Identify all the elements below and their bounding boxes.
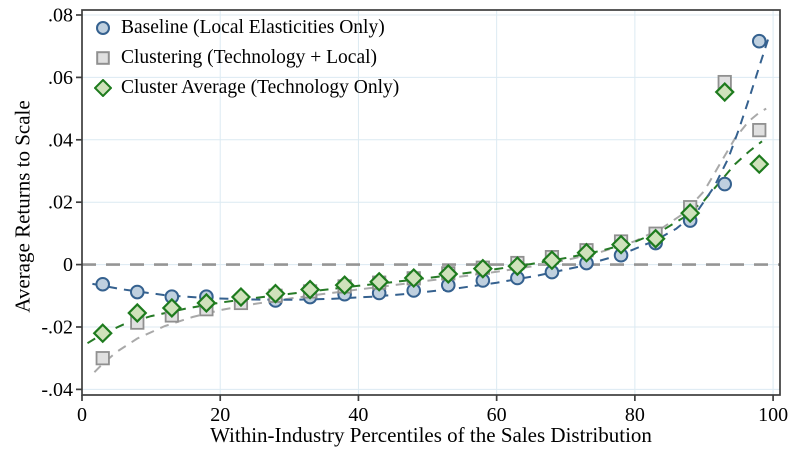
legend-item-clustering: Clustering (Technology + Local): [94, 43, 399, 73]
data-point-diamond: [749, 154, 770, 175]
y-tick-label: -.02: [41, 316, 73, 338]
data-point-diamond: [369, 271, 390, 292]
y-tick-label: .02: [48, 192, 73, 214]
legend-item-baseline: Baseline (Local Elasticities Only): [94, 13, 399, 43]
data-point-diamond: [403, 267, 424, 289]
y-tick-label: -.04: [41, 379, 73, 401]
data-point-diamond: [680, 203, 701, 224]
trend-line-circle: [92, 36, 770, 301]
x-tick-label: 40: [348, 404, 368, 426]
x-tick-label: 60: [487, 404, 507, 426]
data-point-diamond: [300, 279, 321, 300]
data-point-circle: [717, 176, 733, 192]
circle-marker-icon: [96, 21, 110, 35]
data-point-diamond: [576, 242, 597, 263]
data-point-square: [752, 123, 767, 138]
data-point-diamond: [438, 263, 459, 285]
y-tick-label: .04: [48, 129, 73, 151]
y-axis-title: Average Returns to Scale: [10, 100, 35, 313]
x-tick-label: 80: [625, 404, 645, 426]
data-point-diamond: [610, 234, 632, 255]
legend-label: Clustering (Technology + Local): [121, 47, 378, 68]
y-tick-label: .06: [48, 67, 73, 89]
x-tick-label: 0: [77, 404, 87, 426]
square-marker-icon: [96, 51, 110, 65]
trend-line-square: [93, 107, 767, 373]
data-point-circle: [95, 276, 111, 292]
y-tick-label: 0: [63, 254, 73, 276]
legend-item-cluster-average: Cluster Average (Technology Only): [94, 73, 399, 103]
legend-label: Cluster Average (Technology Only): [121, 77, 400, 98]
data-point-diamond: [92, 323, 113, 344]
x-tick-label: 100: [758, 404, 788, 426]
y-tick-label: .08: [48, 4, 73, 26]
data-point-diamond: [334, 275, 355, 296]
data-point-diamond: [230, 286, 252, 308]
data-point-diamond: [265, 283, 286, 304]
diamond-marker-icon: [94, 79, 112, 97]
legend: Baseline (Local Elasticities Only) Clust…: [94, 13, 399, 103]
x-axis-title: Within-Industry Percentiles of the Sales…: [210, 423, 652, 447]
data-point-circle: [751, 33, 767, 49]
data-point-diamond: [161, 297, 182, 319]
data-point-diamond: [714, 81, 735, 103]
data-point-diamond: [507, 256, 528, 277]
data-point-circle: [129, 284, 145, 300]
data-point-diamond: [645, 228, 666, 249]
data-point-diamond: [127, 302, 148, 324]
data-point-diamond: [196, 292, 217, 314]
data-point-diamond: [541, 250, 562, 271]
data-point-square: [95, 351, 110, 366]
trend-line-diamond: [86, 140, 763, 345]
legend-label: Baseline (Local Elasticities Only): [121, 17, 385, 38]
x-tick-label: 20: [210, 404, 230, 426]
data-point-diamond: [472, 258, 493, 279]
